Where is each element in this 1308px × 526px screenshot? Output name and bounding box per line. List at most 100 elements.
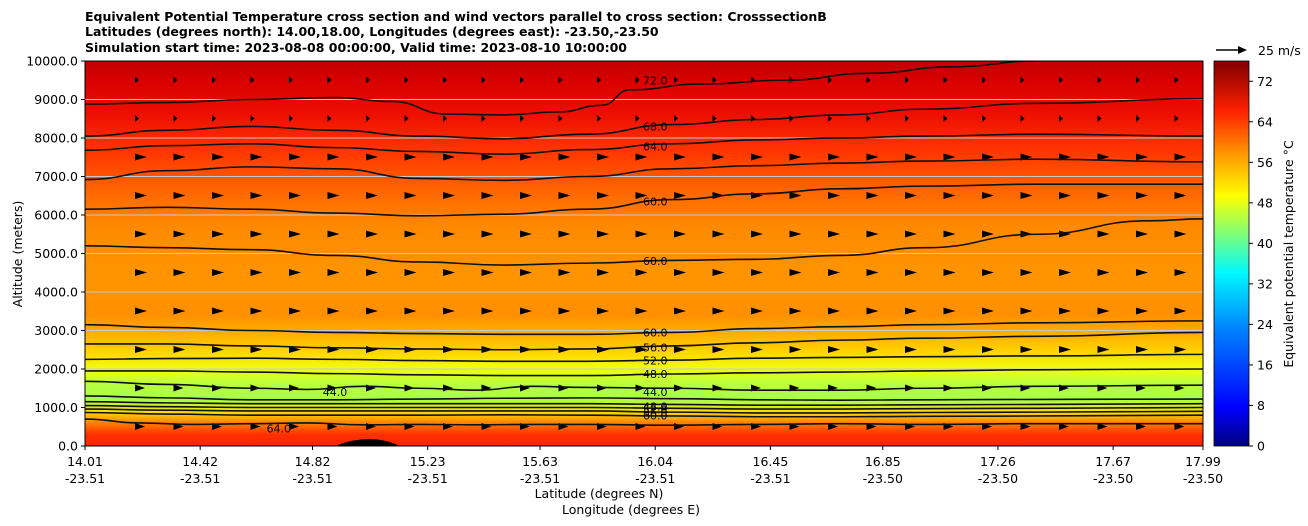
wind-arrow [982,230,994,238]
wind-arrow [1059,115,1063,122]
wind-arrow [943,230,956,238]
wind-arrow [635,346,648,353]
wind-arrow [905,192,917,199]
y-tick-label: 9000.0 [34,92,78,107]
wind-arrow [982,192,994,199]
wind-arrow [250,269,263,276]
chart-title-line-1: Equivalent Potential Temperature cross s… [85,9,827,24]
colorbar-tick-label: 24 [1257,317,1273,332]
wind-arrow [135,115,139,122]
wind-arrow [943,307,956,315]
wind-arrow [751,269,763,276]
chart-title-line-2: Latitudes (degrees north): 14.00,18.00, … [85,24,659,39]
wind-arrow [866,192,879,199]
wind-arrow [866,423,877,430]
wind-arrow [520,192,532,199]
x-tick-label-lon: -23.51 [180,471,220,486]
wind-arrow [982,269,994,276]
wind-arrow [1059,192,1071,199]
wind-arrow [1097,230,1110,238]
wind-arrow [212,153,224,161]
wind-arrow [1020,192,1033,199]
wind-arrow [135,384,145,392]
wind-arrow [866,269,879,276]
contour-line [85,400,1203,406]
wind-arrow [443,269,455,276]
y-tick-label: 1000.0 [34,400,78,415]
wind-arrow [905,346,917,353]
wind-arrow [943,192,956,199]
contour-label: 72.0 [643,74,668,87]
wind-arrow [828,346,840,353]
wind-arrow [1174,153,1187,161]
wind-arrow [327,153,340,161]
x-tick-label-lat: 17.26 [980,454,1016,469]
wind-arrow [1174,76,1179,84]
contour-line [85,97,1203,140]
wind-arrow [828,269,840,276]
wind-arrow [558,269,571,276]
y-tick-label: 0.0 [58,439,78,454]
wind-arrow [751,307,763,315]
contour-label: 52.0 [643,355,668,368]
wind-arrow [366,269,378,276]
wind-arrow [674,76,678,84]
wind-arrow [1059,423,1069,430]
wind-arrow [828,192,840,199]
wind-arrow [135,269,147,276]
contour-line [85,133,1203,155]
plot-area: 72.068.064.060.060.060.056.052.048.044.0… [85,61,1203,446]
wind-arrow [866,76,871,84]
wind-arrow [1174,230,1187,238]
wind-arrow [212,269,224,276]
wind-arrow [327,269,340,276]
wind-arrow [789,269,802,276]
x-tick-label-lon: -23.50 [1093,471,1133,486]
colorbar-tick-label: 72 [1257,74,1273,89]
wind-arrow [1097,115,1102,122]
wind-arrow [1136,115,1140,122]
wind-arrow [1020,76,1025,84]
wind-arrow [1059,76,1063,84]
wind-arrow [597,307,609,315]
wind-arrow [789,307,802,315]
wind-arrow [212,230,224,238]
wind-arrow [289,76,293,84]
wind-arrow [789,346,802,353]
wind-arrow [789,192,802,199]
wind-arrow [1020,269,1033,276]
wind-arrow [674,153,686,161]
y-tick-label: 7000.0 [34,169,78,184]
wind-arrow [404,192,417,199]
wind-arrow [558,307,571,315]
quiver-key-label: 25 m/s [1258,43,1301,58]
x-tick-label-lon: -23.51 [750,471,790,486]
wind-arrow [289,230,301,238]
wind-arrow [558,76,563,84]
wind-arrow [481,192,494,199]
contour-label: 64.0 [643,140,668,153]
wind-arrow [173,230,186,238]
contour-line [85,404,1203,410]
contour-label: 60.0 [643,326,668,339]
wind-arrow [1136,307,1148,315]
x-tick-label-lon: -23.51 [292,471,332,486]
contour-label: 64.0 [267,423,292,436]
wind-arrow [943,76,948,84]
wind-arrow [1136,269,1148,276]
contour-label: 52.0 [643,403,668,416]
wind-arrow [481,230,494,238]
wind-arrow [520,269,532,276]
wind-arrow [597,192,609,199]
wind-arrow [1097,153,1110,161]
wind-arrow [712,76,717,84]
wind-arrow [481,269,494,276]
x-axis: 14.01 -23.51 14.42 -23.51 14.82 -23.51 15.23 -2… [65,446,1223,486]
wind-arrow [1059,230,1071,238]
wind-arrow [789,230,802,238]
wind-arrow [1174,423,1185,430]
wind-arrow [443,307,455,315]
x-tick-label-lon: -23.50 [1183,471,1223,486]
colorbar-tick-label: 8 [1257,398,1265,413]
wind-arrow [404,76,409,84]
